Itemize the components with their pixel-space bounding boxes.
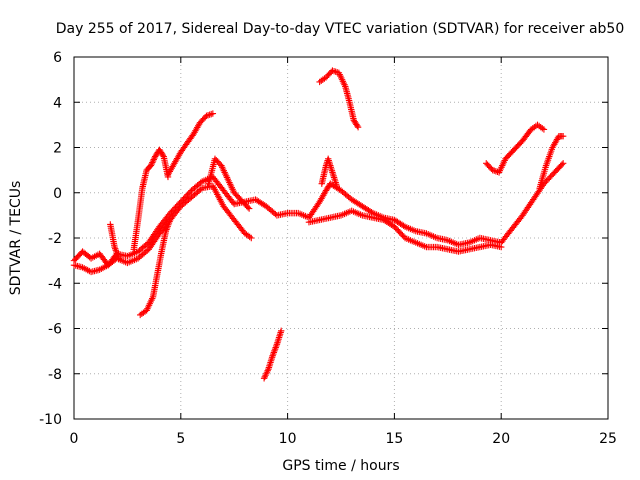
series-rise-c	[164, 110, 217, 178]
data-point	[332, 68, 339, 75]
data-point	[558, 161, 566, 168]
series-arch-a	[316, 67, 362, 131]
x-tick-label: 25	[599, 431, 617, 447]
y-tick-label: 6	[53, 50, 62, 66]
data-point	[186, 188, 194, 196]
series-drop-a	[260, 327, 285, 382]
x-axis-label: GPS time / hours	[282, 458, 399, 474]
y-axis-label: SDTVAR / TECUs	[8, 181, 24, 296]
series-rise-a	[137, 216, 174, 319]
data-point	[264, 367, 271, 374]
data-point	[400, 222, 407, 229]
data-point	[197, 179, 204, 186]
y-tick-label: 0	[53, 186, 62, 202]
data-point	[150, 156, 157, 163]
data-point	[263, 370, 270, 377]
data-point	[262, 372, 269, 379]
data-markers	[70, 67, 567, 382]
y-tick-label: -10	[39, 412, 62, 428]
data-point	[115, 255, 123, 262]
data-point	[151, 154, 158, 162]
data-point	[229, 199, 237, 206]
data-point	[245, 205, 253, 212]
series-spike-b	[107, 221, 123, 262]
axis-ticks: 0 5 10 15 20 25 -10 -8 -6 -4 -2 0 2 4 6	[39, 50, 617, 447]
y-tick-label: -4	[48, 276, 62, 292]
data-point	[209, 110, 217, 117]
series-rise-e	[536, 132, 567, 192]
data-point	[197, 186, 204, 193]
data-point	[540, 126, 548, 133]
data-point	[559, 160, 567, 167]
y-tick-label: -2	[48, 231, 62, 247]
y-tick-label: 2	[53, 141, 62, 157]
x-tick-label: 10	[279, 431, 297, 447]
data-point	[149, 157, 157, 165]
y-tick-label: -8	[48, 367, 62, 383]
data-point	[354, 122, 361, 129]
data-point	[333, 182, 340, 190]
data-point	[261, 373, 269, 380]
data-point	[277, 327, 285, 334]
series-track-arc-a	[205, 155, 253, 212]
data-point	[260, 375, 268, 382]
data-point	[148, 160, 155, 168]
data-point	[559, 132, 567, 140]
data-point	[248, 234, 255, 242]
x-tick-label: 20	[492, 431, 510, 447]
chart-title: Day 255 of 2017, Sidereal Day-to-day VTE…	[56, 21, 625, 37]
data-point	[166, 216, 174, 224]
data-point	[149, 159, 156, 166]
series-track-lower	[70, 182, 255, 276]
y-tick-label: 4	[53, 95, 62, 111]
data-point	[498, 243, 505, 251]
x-tick-label: 0	[70, 431, 79, 447]
x-tick-label: 15	[385, 431, 403, 447]
series-rise-b	[130, 146, 172, 253]
data-point	[147, 162, 155, 169]
data-point	[263, 369, 271, 376]
data-point	[244, 204, 252, 211]
data-point	[176, 204, 183, 212]
data-point	[159, 151, 167, 159]
series-spike-a	[318, 155, 340, 190]
series-rise-d	[483, 121, 548, 176]
series-track-mid	[305, 207, 505, 255]
series-track-main	[70, 160, 567, 269]
data-point	[354, 123, 362, 131]
x-tick-label: 5	[176, 431, 185, 447]
y-tick-label: -6	[48, 322, 62, 338]
